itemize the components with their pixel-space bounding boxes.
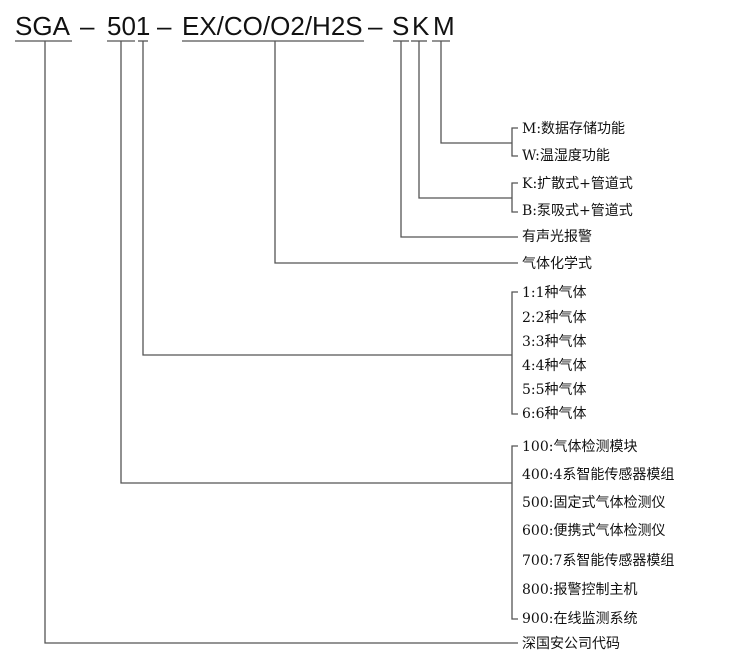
label-gas-formula: 气体化学式: [522, 256, 592, 272]
option-count-5: 5:5种气体: [522, 382, 587, 398]
option-series-500: 500:固定式气体检测仪: [522, 495, 666, 511]
option-series-800: 800:报警控制主机: [522, 582, 638, 598]
code-gases: EX/CO/O2/H2S: [182, 11, 363, 41]
option-count-6: 6:6种气体: [522, 406, 587, 422]
option-m: M:数据存储功能: [522, 121, 626, 137]
option-count-1: 1:1种气体: [522, 285, 587, 301]
company-connector: [44, 41, 518, 644]
code-k: K: [412, 11, 430, 41]
series-connector: [120, 41, 512, 484]
gas-connector: [274, 41, 518, 264]
option-count-2: 2:2种气体: [522, 310, 587, 326]
option-b: B:泵吸式+管道式: [522, 203, 633, 219]
label-alarm: 有声光报警: [522, 229, 592, 245]
code-501: 501: [107, 11, 151, 41]
option-series-900: 900:在线监测系统: [522, 611, 638, 627]
k-bracket: [511, 182, 518, 213]
option-series-700: 700:7系智能传感器模组: [522, 553, 675, 569]
option-series-400: 400:4系智能传感器模组: [522, 467, 675, 483]
k-connector: [418, 41, 512, 199]
option-series-600: 600:便携式气体检测仪: [522, 523, 666, 539]
option-series-100: 100:气体检测模块: [522, 439, 638, 455]
series-bracket: [511, 445, 518, 620]
code-dash: –: [80, 11, 95, 41]
code-dash: –: [157, 11, 172, 41]
code-sga: SGA: [15, 11, 70, 41]
count-connector: [142, 41, 512, 356]
label-company-code: 深国安公司代码: [522, 636, 620, 652]
s-connector: [400, 41, 518, 238]
m-connector: [440, 41, 512, 144]
code-s: S: [392, 11, 410, 41]
option-count-4: 4:4种气体: [522, 358, 587, 374]
m-bracket: [511, 127, 518, 157]
option-w: W:温湿度功能: [522, 148, 610, 164]
count-bracket: [511, 291, 518, 415]
code-dash: –: [368, 11, 383, 41]
option-count-3: 3:3种气体: [522, 334, 587, 350]
code-m: M: [433, 11, 455, 41]
option-k: K:扩散式+管道式: [522, 176, 633, 192]
